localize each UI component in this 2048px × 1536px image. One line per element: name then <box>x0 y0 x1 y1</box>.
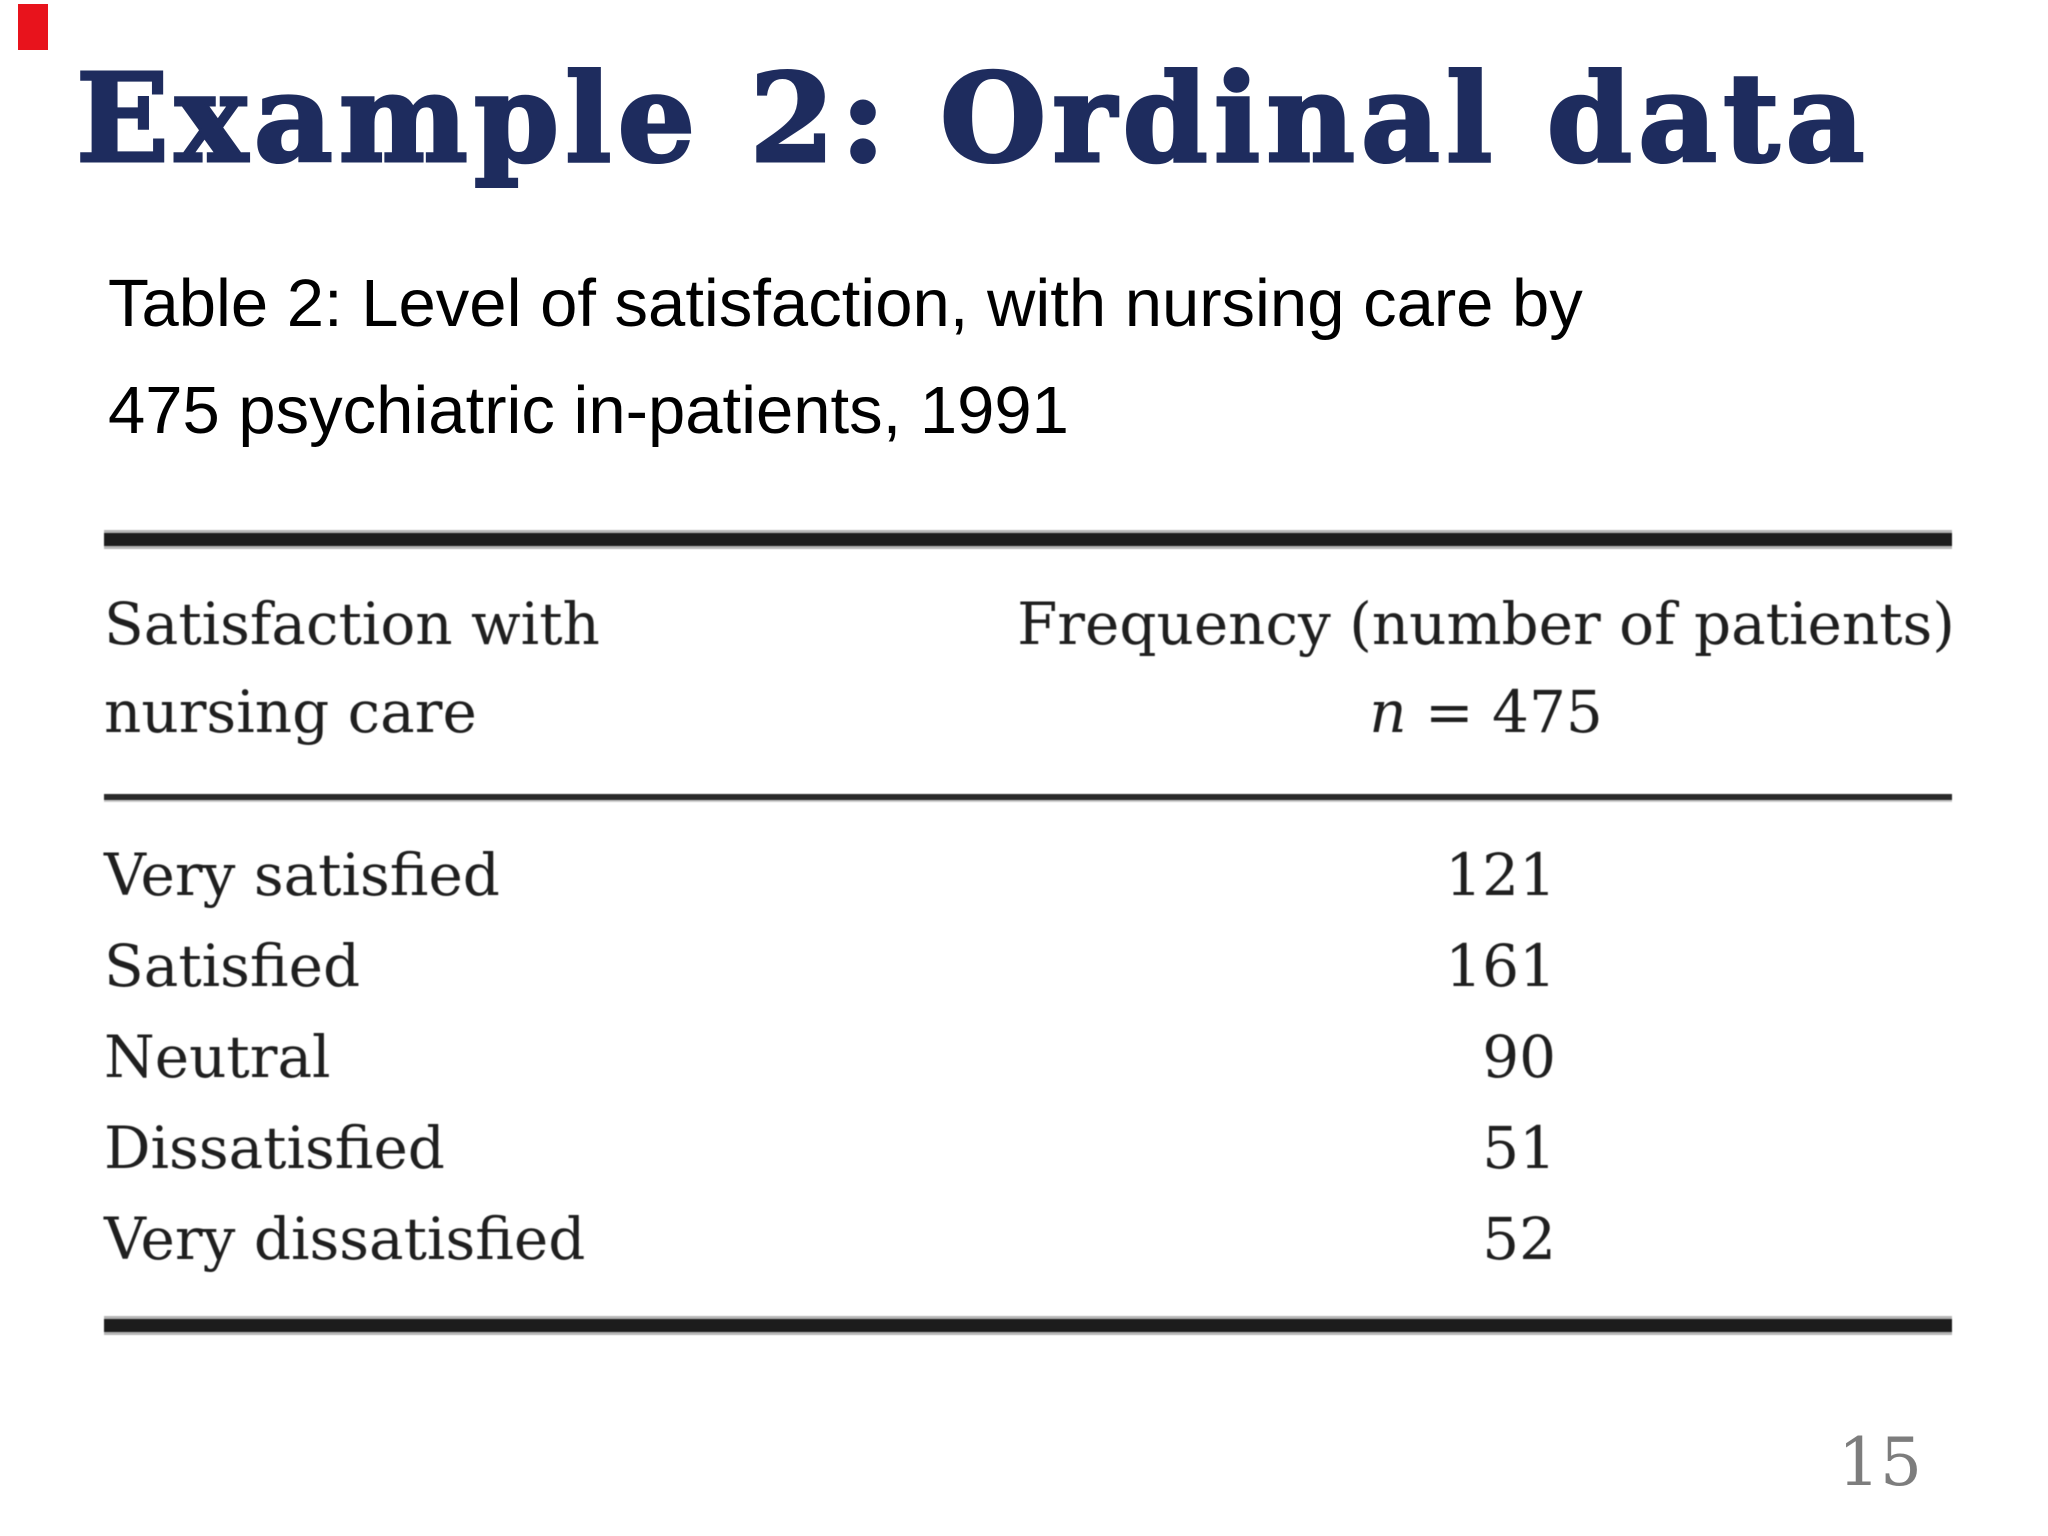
header-frequency-column: Frequency (number of patients) n = 475 <box>1006 580 1966 756</box>
table-body: Very satisfied 121 Satisfied 161 Neutral… <box>104 800 1952 1285</box>
header-frequency-line2: n = 475 <box>1006 668 1966 756</box>
page-number: 15 <box>1838 1424 1922 1501</box>
row-label: Dissatisfied <box>104 1114 445 1182</box>
table-row: Very dissatisfied 52 <box>104 1194 1952 1285</box>
row-label: Satisfied <box>104 932 361 1000</box>
row-value: 121 <box>1445 841 1556 909</box>
row-value: 90 <box>1482 1023 1556 1091</box>
n-symbol: n <box>1369 678 1407 746</box>
header-satisfaction-column: Satisfaction with nursing care <box>104 580 844 756</box>
row-value: 52 <box>1482 1205 1556 1273</box>
table-row: Neutral 90 <box>104 1012 1952 1103</box>
table-caption: Table 2: Level of satisfaction, with nur… <box>108 250 1948 464</box>
table-row: Dissatisfied 51 <box>104 1103 1952 1194</box>
row-label: Very dissatisfied <box>104 1205 586 1273</box>
table-caption-line1: Table 2: Level of satisfaction, with nur… <box>108 266 1583 341</box>
table-caption-line2: 475 psychiatric in-patients, 1991 <box>108 373 1069 449</box>
table-row: Very satisfied 121 <box>104 830 1952 921</box>
table-header-row: Satisfaction with nursing care Frequency… <box>104 546 1955 756</box>
row-value: 161 <box>1445 932 1556 1000</box>
header-satisfaction-line2: nursing care <box>104 678 477 746</box>
slide-title: Example 2: Ordinal data <box>75 45 1871 192</box>
header-frequency-line1: Frequency (number of patients) <box>1017 590 1955 658</box>
row-value: 51 <box>1482 1114 1556 1182</box>
table-bottom-rule <box>104 1319 1952 1332</box>
row-label: Very satisfied <box>104 841 500 909</box>
row-label: Neutral <box>104 1023 331 1091</box>
red-corner-mark <box>18 4 48 50</box>
table-top-rule <box>104 533 1952 546</box>
table-row: Satisfied 161 <box>104 921 1952 1012</box>
header-satisfaction-line1: Satisfaction with <box>104 590 600 658</box>
table-header-divider-rule <box>104 794 1952 800</box>
n-value: = 475 <box>1406 678 1603 746</box>
satisfaction-frequency-table: Satisfaction with nursing care Frequency… <box>104 533 1955 1332</box>
